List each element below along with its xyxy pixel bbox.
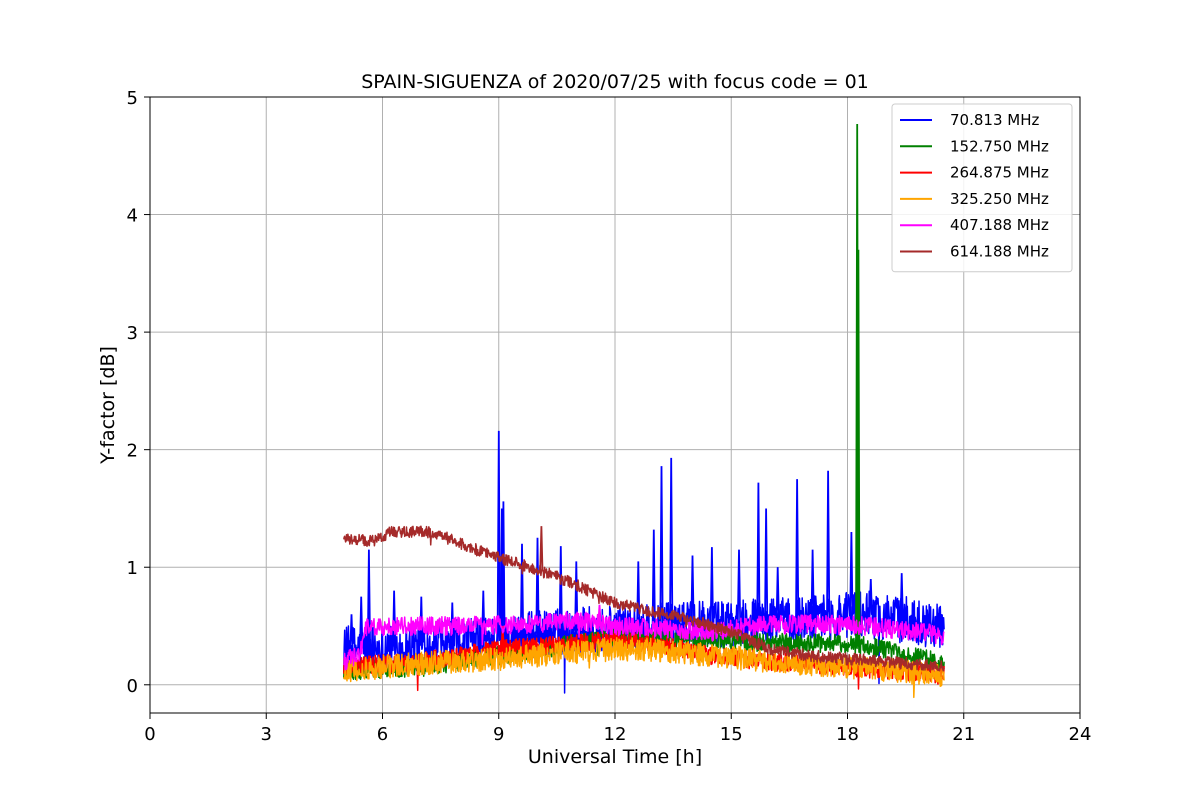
x-tick-label: 6 <box>377 724 388 745</box>
series-peak <box>736 549 742 624</box>
x-tick-label: 12 <box>604 724 627 745</box>
series-peak <box>597 604 602 624</box>
series-line <box>343 611 945 671</box>
y-tick-label: 4 <box>127 206 138 227</box>
series-peak <box>366 549 371 649</box>
series-peak <box>868 578 873 615</box>
series-peak <box>709 547 714 625</box>
series-peak <box>899 573 904 620</box>
series-peak <box>690 555 695 626</box>
series-peak <box>558 546 563 632</box>
legend-label: 614.188 MHz <box>950 243 1049 261</box>
series-peak <box>554 570 559 578</box>
series-peak <box>496 430 501 638</box>
series-line <box>343 628 945 681</box>
y-tick-label: 2 <box>127 441 138 462</box>
series-peak <box>501 501 506 638</box>
series-peak <box>651 529 656 627</box>
series-peak <box>539 526 544 572</box>
series-peak <box>856 249 861 646</box>
plot-area <box>343 123 945 699</box>
y-tick-label: 0 <box>127 676 138 697</box>
y-axis-label: Y-factor [dB] <box>97 346 119 465</box>
x-tick-label: 15 <box>720 724 743 745</box>
series-peak <box>659 466 664 627</box>
series-line <box>343 637 945 699</box>
legend-label: 407.188 MHz <box>950 216 1049 234</box>
series-peak <box>756 482 761 623</box>
legend-label: 152.750 MHz <box>950 137 1049 155</box>
series-peak <box>535 537 540 634</box>
y-tick-label: 3 <box>127 323 138 344</box>
x-tick-label: 21 <box>952 724 975 745</box>
legend-label: 70.813 MHz <box>950 111 1039 129</box>
x-tick-label: 24 <box>1069 724 1092 745</box>
legend-box <box>891 103 1073 273</box>
legend-label: 325.250 MHz <box>950 190 1049 208</box>
series-peak <box>810 549 815 619</box>
series-peak <box>349 614 354 650</box>
series-line <box>343 525 945 672</box>
series-peak <box>519 543 525 636</box>
series-peak <box>764 508 769 622</box>
legend-label: 264.875 MHz <box>950 164 1049 182</box>
x-tick-label: 9 <box>493 724 504 745</box>
x-axis-label: Universal Time [h] <box>528 746 702 768</box>
y-axis: 0 1 2 3 4 5 <box>127 88 150 697</box>
y-tick-label: 1 <box>127 558 138 579</box>
x-tick-label: 3 <box>261 724 272 745</box>
series-peak <box>359 596 364 649</box>
legend: 70.813 MHz 152.750 MHz 264.875 MHz 325.250 … <box>891 103 1073 273</box>
x-axis: 0 3 6 9 12 15 18 21 24 <box>144 713 1091 745</box>
x-tick-label: 0 <box>144 724 155 745</box>
y-tick-label: 5 <box>127 88 138 109</box>
series-peak <box>795 479 800 620</box>
series-peak <box>500 625 505 650</box>
series-peak <box>775 567 780 621</box>
series-peak <box>574 561 579 631</box>
series-peak <box>826 470 831 617</box>
x-tick-label: 18 <box>836 724 859 745</box>
series-peak <box>849 531 854 616</box>
chart-title: SPAIN-SIGUENZA of 2020/07/25 with focus … <box>361 71 869 93</box>
series-peak <box>669 457 674 627</box>
